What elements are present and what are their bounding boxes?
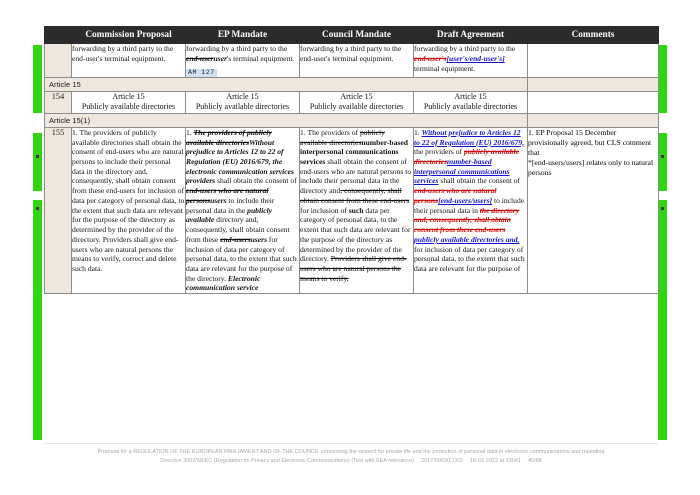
footer-line-1: Proposal for a REGULATION OF THE EUROPEA… bbox=[97, 449, 605, 455]
change-bar-right-row-1 bbox=[658, 45, 667, 113]
tracked-change-del-plain: publicly available directories bbox=[300, 127, 385, 147]
cell-comments bbox=[527, 43, 659, 79]
cell-draft: Article 15 Publicly available directories bbox=[413, 91, 528, 114]
cell-commission: forwarding by a third party to the end-u… bbox=[71, 43, 186, 79]
comparison-table-wrapper: Commission Proposal EP Mandate Council M… bbox=[44, 25, 659, 295]
column-header-number bbox=[44, 25, 72, 45]
table-row: forwarding by a third party to the end-u… bbox=[44, 43, 659, 79]
tracked-change-ins: Electronic communication service bbox=[186, 273, 261, 293]
revision-marker-left-155 bbox=[36, 207, 39, 210]
tracked-change-r-del: publicly available directories bbox=[414, 147, 520, 167]
column-header-ep: EP Mandate bbox=[185, 25, 300, 45]
comparison-table: Commission Proposal EP Mandate Council M… bbox=[44, 25, 659, 295]
change-bar-left-row-154 bbox=[33, 133, 42, 191]
cell-commission: 1. The providers of publicly available d… bbox=[71, 126, 186, 295]
cell-comments bbox=[527, 91, 659, 114]
tracked-change-r-del: end-users who are natural persons bbox=[414, 186, 497, 205]
tracked-change-b-ins: publicly available directories and, bbox=[414, 234, 520, 244]
tracked-change-r-del: end-user's bbox=[414, 53, 447, 63]
footer-line-2: Directive 2002/58/EC (Regulation on Priv… bbox=[44, 457, 658, 466]
section-spacer-comments bbox=[527, 112, 659, 128]
change-bar-left-row-1 bbox=[33, 45, 42, 113]
cell-ep: Article 15 Publicly available directories bbox=[185, 91, 300, 114]
column-header-council: Council Mandate bbox=[299, 25, 414, 45]
cell-council: 1. The providers of publicly available d… bbox=[299, 126, 414, 295]
tracked-change-b-ins: Without prejudice to Articles 12 to 22 o… bbox=[414, 127, 525, 147]
tracked-change-del-plain: Providers shall give end-users who are n… bbox=[300, 254, 407, 283]
section-divider-row: Article 15 bbox=[44, 77, 659, 93]
cell-draft: 1. Without prejudice to Articles 12 to 2… bbox=[413, 126, 528, 295]
row-number-cell: 154 bbox=[44, 91, 72, 114]
revision-marker-right-155 bbox=[661, 207, 664, 210]
table-header-row: Commission Proposal EP Mandate Council M… bbox=[44, 25, 659, 45]
row-number-cell bbox=[44, 43, 72, 79]
tracked-change-del: end-users who are natural persons bbox=[186, 186, 269, 205]
footer-page-number: 40/68 bbox=[527, 457, 542, 464]
tracked-change-b-ins: [end-users/users] bbox=[438, 195, 493, 205]
revision-marker-right-154 bbox=[661, 155, 664, 158]
column-header-commission: Commission Proposal bbox=[71, 25, 186, 45]
tracked-change-del: end-user bbox=[186, 53, 214, 63]
cell-comments: 1. EP Proposal 15 December provisionally… bbox=[527, 126, 659, 295]
cell-council: Article 15 Publicly available directories bbox=[299, 91, 414, 114]
row-number-cell: 155 bbox=[44, 126, 72, 295]
section-label-article-15-1: Article 15(1) bbox=[44, 112, 528, 128]
tracked-change-b-ins: number-based interpersonal communication… bbox=[414, 157, 510, 186]
tracked-change-del: end-users bbox=[220, 234, 251, 244]
change-bar-left-row-155 bbox=[33, 200, 42, 440]
tracked-change-ins: users bbox=[210, 195, 227, 205]
footer-timestamp: 18-03-2022 at 13h41 bbox=[469, 457, 521, 464]
tracked-change-del: The providers of publicly available dire… bbox=[186, 127, 272, 147]
footer-directive: Directive 2002/58/EC (Regulation on Priv… bbox=[160, 457, 414, 464]
tracked-change-ins: users bbox=[250, 234, 268, 244]
amendment-tag: AM 127 bbox=[186, 68, 217, 78]
section-spacer-comments bbox=[527, 77, 659, 93]
tracked-change-ins: user bbox=[213, 53, 227, 63]
cell-ep: forwarding by a third party to the end-u… bbox=[185, 43, 300, 79]
section-divider-row: Article 15(1) bbox=[44, 112, 659, 128]
tracked-change-del-plain: , consequently, shall obtain consent fro… bbox=[300, 186, 410, 205]
cell-draft: forwarding by a third party to the end-u… bbox=[413, 43, 528, 79]
tracked-change-ins-b: such bbox=[348, 205, 364, 215]
column-header-comments: Comments bbox=[527, 25, 659, 45]
tracked-change-ins-b: number-based interpersonal communication… bbox=[300, 137, 408, 167]
cell-council: forwarding by a third party to the end-u… bbox=[299, 43, 414, 79]
tracked-change-ins: publicly available bbox=[186, 205, 273, 225]
tracked-change-ins: Without prejudice to Articles 12 to 22 o… bbox=[186, 137, 294, 186]
change-bar-right-row-154 bbox=[658, 133, 667, 191]
page-footer: Proposal for a REGULATION OF THE EUROPEA… bbox=[44, 448, 658, 465]
tracked-change-b-ins: [user's/end-user's] bbox=[446, 53, 505, 63]
revision-marker-left-154 bbox=[36, 155, 39, 158]
footer-divider bbox=[44, 443, 658, 444]
change-bar-right-row-155 bbox=[658, 200, 667, 440]
table-row: 154 Article 15 Publicly available directo… bbox=[44, 91, 659, 114]
tracked-change-r-del: the directory and, consequently, shall o… bbox=[414, 205, 520, 235]
cell-commission: Article 15 Publicly available directories bbox=[71, 91, 186, 114]
cell-ep: 1. The providers of publicly available d… bbox=[185, 126, 300, 295]
section-label-article-15: Article 15 bbox=[44, 77, 528, 93]
footer-procedure-number: 2017/0003(COD) bbox=[421, 457, 463, 464]
table-row: 155 1. The providers of publicly availab… bbox=[44, 126, 659, 295]
column-header-draft: Draft Agreement bbox=[413, 25, 528, 45]
